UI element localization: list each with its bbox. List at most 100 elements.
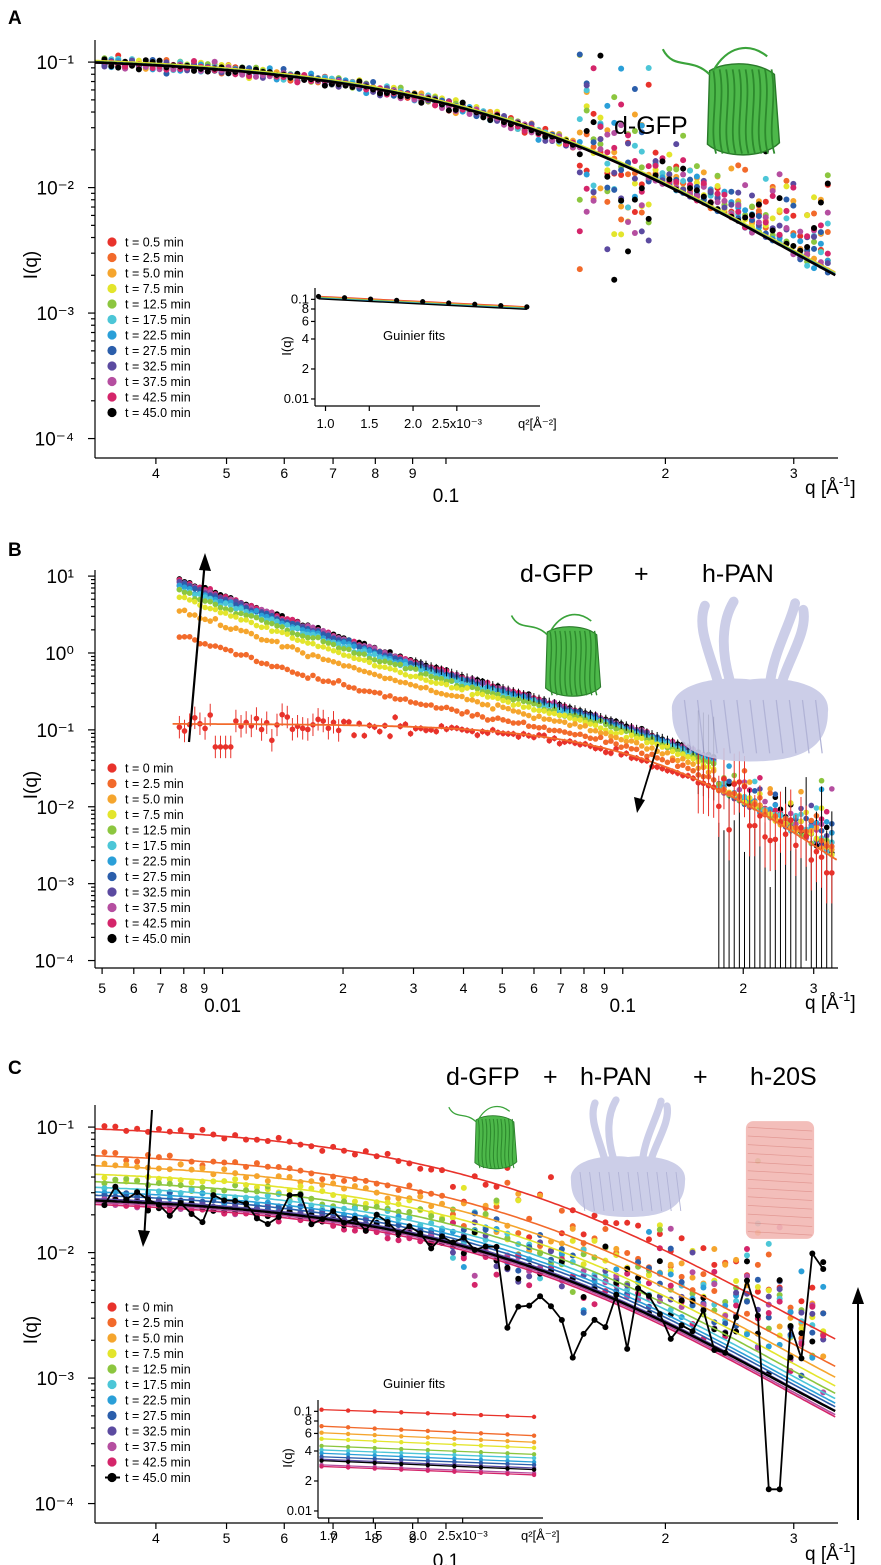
data-point [474, 698, 481, 705]
data-point [356, 656, 362, 663]
data-point [495, 691, 501, 698]
data-point [217, 622, 224, 629]
data-point [790, 184, 797, 191]
data-point [757, 813, 763, 819]
inset-x-tick-label: 2.0 [409, 1528, 427, 1543]
data-point [674, 751, 681, 758]
data-point [191, 612, 198, 618]
data-point [797, 228, 804, 235]
data-point [269, 620, 275, 627]
data-point [765, 1343, 772, 1350]
data-point [582, 723, 589, 729]
data-point [591, 1237, 598, 1244]
data-point [644, 746, 650, 752]
inset-point [394, 297, 400, 303]
inset-point [452, 1452, 457, 1458]
data-point [714, 183, 721, 190]
pan-structure-helix [646, 1171, 653, 1212]
data-point [602, 721, 609, 728]
data-point [659, 158, 666, 165]
data-point [376, 728, 383, 735]
data-point [798, 1309, 805, 1316]
data-point [418, 667, 424, 673]
data-point [722, 1261, 729, 1268]
y-tick-label: 10⁻³ [37, 875, 75, 896]
x-tick-label: 6 [530, 980, 538, 996]
data-point [232, 1176, 239, 1183]
data-point [547, 1248, 554, 1255]
gfp-strand [481, 1118, 485, 1169]
data-point [645, 1236, 652, 1243]
data-point [227, 626, 234, 632]
data-point [428, 1166, 435, 1173]
x-tick-label: 2 [339, 980, 347, 996]
legend-marker [107, 268, 117, 278]
data-point [505, 718, 511, 725]
data-point [305, 653, 311, 660]
legend-entry: t = 5.0 min [125, 267, 184, 281]
data-point [366, 659, 373, 666]
data-point [362, 1200, 369, 1207]
data-point [645, 81, 652, 88]
data-point [264, 1177, 271, 1184]
s20-structure-helix [747, 1222, 813, 1227]
data-point [542, 137, 549, 144]
data-point [418, 701, 424, 708]
legend-marker [107, 1302, 117, 1312]
data-point [335, 678, 342, 684]
inset-point [505, 1451, 510, 1456]
y-tick-label: 10⁰ [45, 644, 74, 665]
data-point [798, 1325, 805, 1332]
data-point [274, 663, 280, 670]
legend-entry: t = 45.0 min [125, 406, 191, 420]
panel-label: C [8, 1058, 22, 1079]
data-point [583, 107, 590, 114]
data-point [233, 651, 239, 658]
data-point [751, 788, 758, 794]
inset-point [345, 1459, 351, 1464]
data-point [587, 727, 594, 734]
data-point [263, 620, 270, 626]
data-point [438, 690, 445, 697]
data-point [233, 614, 239, 620]
data-point [101, 63, 108, 70]
data-point [823, 824, 830, 831]
pan-structure-coils [589, 1096, 672, 1161]
legend-entry: t = 37.5 min [125, 901, 191, 915]
data-point [448, 706, 455, 713]
gfp-strand [731, 69, 737, 154]
legend-entry: t = 2.5 min [125, 1316, 184, 1330]
inset-point [399, 1446, 404, 1452]
data-point [680, 755, 686, 762]
inset-point [425, 1411, 431, 1416]
x-tick-label: 7 [329, 1530, 337, 1546]
inset-point [452, 1411, 457, 1417]
inset-x-tick-label: 2.0 [404, 416, 422, 431]
inset-x-tick-label: 2.5x10⁻³ [438, 1528, 489, 1543]
data-point [531, 715, 537, 722]
pan-structure-base [671, 678, 829, 762]
data-point [572, 712, 578, 719]
y-tick-label: 10⁻¹ [37, 1118, 75, 1139]
data-point [536, 707, 542, 714]
inset-point [531, 1414, 537, 1420]
s20-structure-helix [747, 1179, 813, 1184]
inset-point [319, 1436, 324, 1442]
legend-entry: t = 2.5 min [125, 251, 184, 265]
data-point [510, 720, 517, 726]
data-point [631, 128, 638, 135]
data-point [397, 661, 404, 668]
data-point [743, 1310, 750, 1317]
inset-x-tick-label: 1.0 [320, 1528, 338, 1543]
data-point [618, 101, 625, 108]
inset-point [345, 1425, 351, 1430]
data-point [284, 622, 291, 628]
data-point [448, 678, 455, 684]
data-point [346, 663, 352, 669]
data-point [811, 225, 818, 232]
inset-point [345, 1431, 351, 1437]
data-point [279, 644, 285, 650]
data-point [320, 644, 327, 650]
data-point [382, 694, 388, 700]
data-point [366, 648, 373, 654]
